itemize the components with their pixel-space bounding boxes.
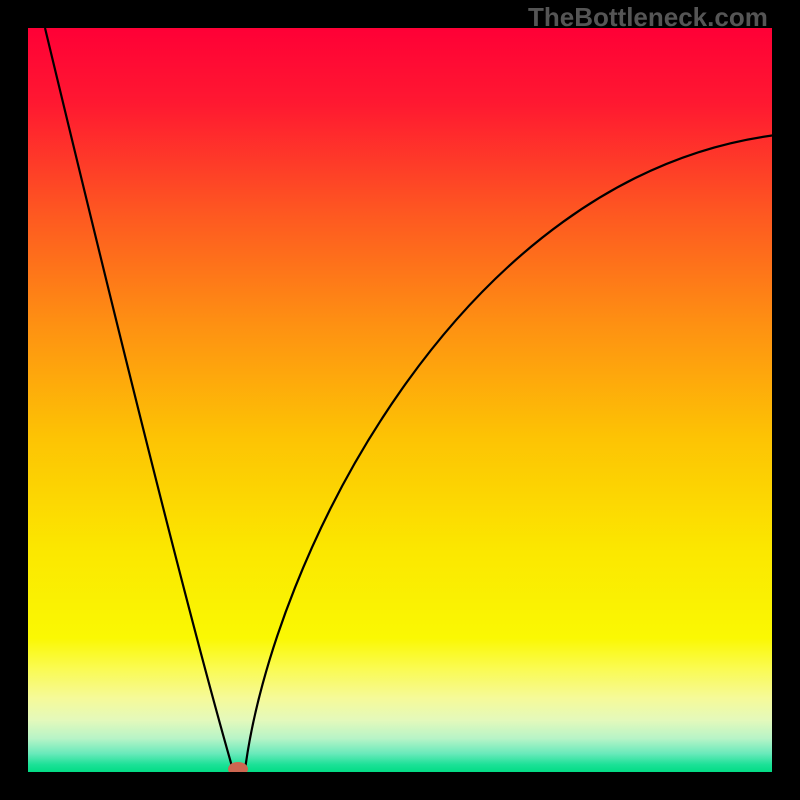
bottleneck-curve bbox=[0, 0, 800, 800]
bottleneck-marker bbox=[228, 762, 248, 776]
curve-left-branch bbox=[45, 28, 233, 770]
curve-right-branch bbox=[245, 135, 776, 770]
watermark-text: TheBottleneck.com bbox=[528, 2, 768, 33]
